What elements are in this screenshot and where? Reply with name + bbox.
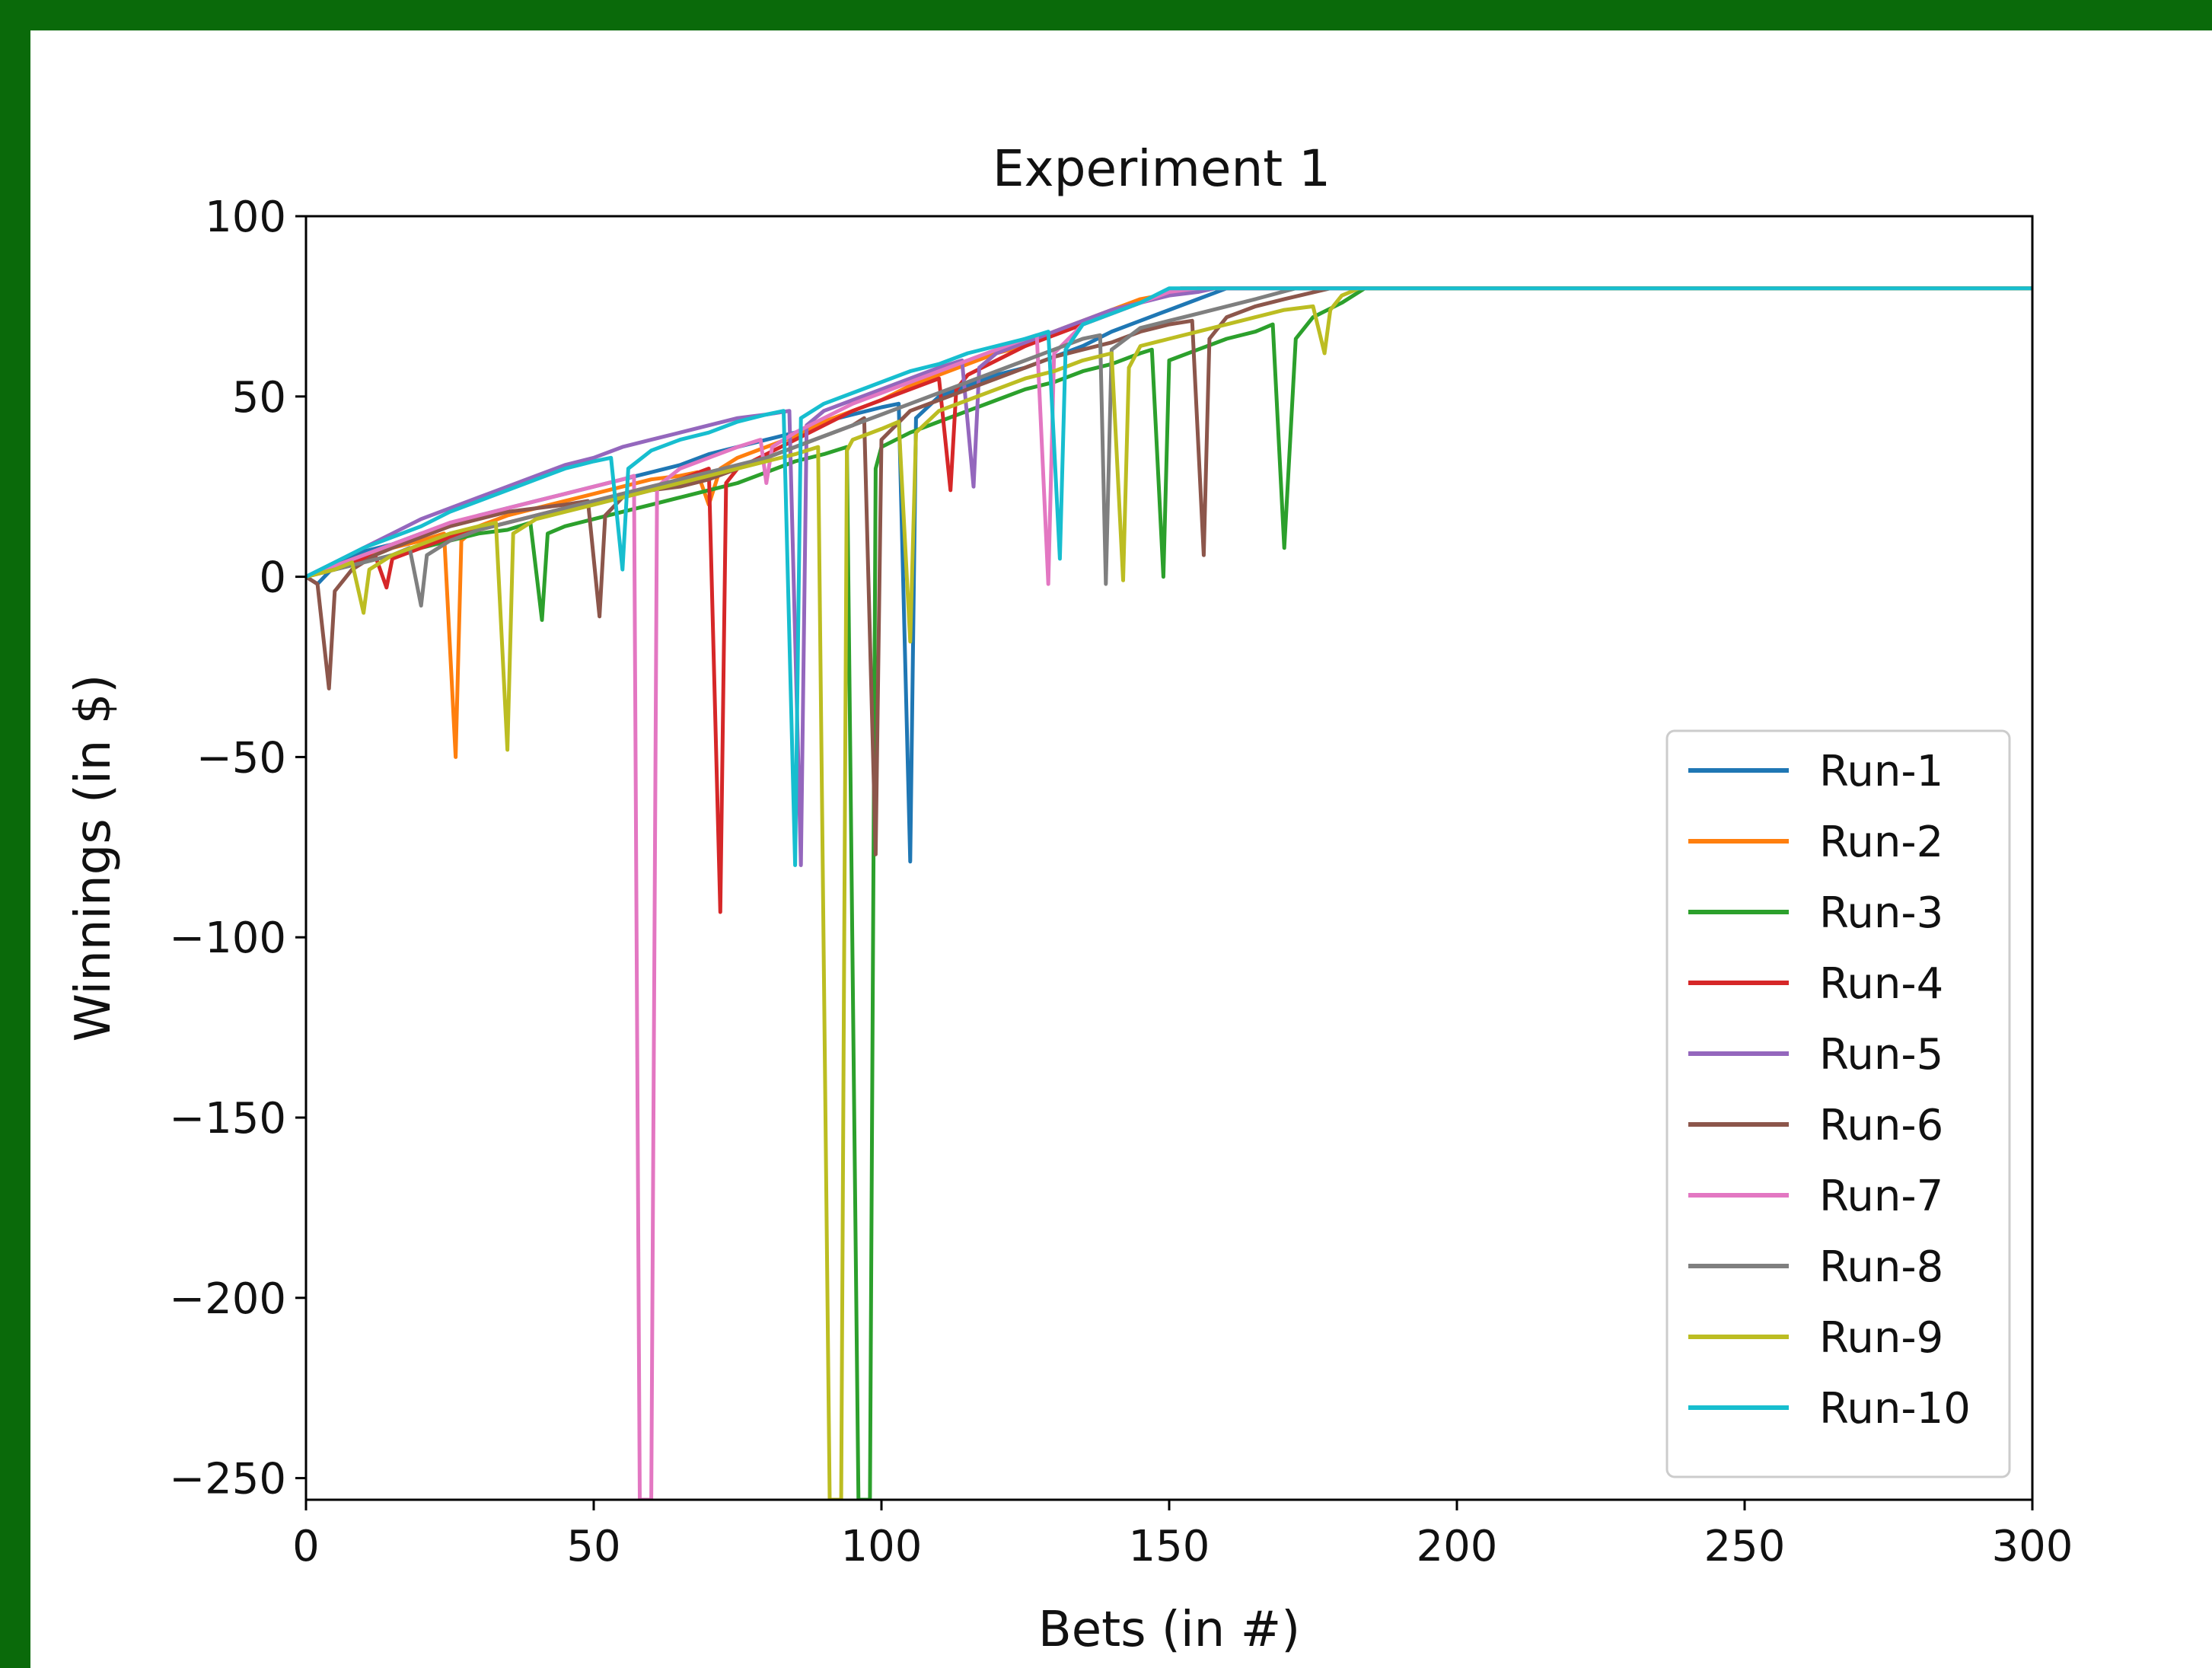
line-chart: 0 50 100 150 200 250 300 −250 −200 −150 −100 −50 0 5…	[65, 139, 2073, 1658]
series-line-run-9	[306, 286, 2032, 1500]
legend-entry: Run-6	[1688, 1101, 1943, 1150]
y-tick-label: −100	[169, 914, 286, 963]
legend-label: Run-8	[1819, 1242, 1943, 1292]
y-tick-label: −50	[196, 733, 286, 783]
legend-label: Run-1	[1819, 747, 1943, 796]
x-tick-label: 250	[1704, 1522, 1786, 1571]
legend-label: Run-7	[1819, 1172, 1943, 1221]
legend-entry: Run-7	[1688, 1172, 1943, 1221]
legend-label: Run-5	[1819, 1030, 1943, 1080]
legend-entry: Run-1	[1688, 747, 1943, 796]
series-line-run-8	[306, 286, 2032, 608]
y-tick-label: 0	[259, 553, 286, 603]
legend-label: Run-3	[1819, 888, 1943, 938]
x-tick-label: 150	[1129, 1522, 1210, 1571]
legend-label: Run-6	[1819, 1101, 1943, 1150]
x-axis: 0 50 100 150 200 250 300	[292, 1500, 2073, 1571]
legend-label: Run-4	[1819, 959, 1943, 1009]
x-tick-label: 200	[1417, 1522, 1498, 1571]
legend-label: Run-9	[1819, 1313, 1943, 1363]
x-tick-label: 50	[566, 1522, 620, 1571]
series-lines	[306, 286, 2032, 1500]
legend-entry: Run-5	[1688, 1030, 1943, 1080]
legend: Run-1 Run-2 Run-3 Run-4 Run-5 Run-6 Run-7 Run-8…	[1665, 729, 2011, 1478]
y-axis-label: Winnings (in $)	[65, 675, 122, 1042]
y-tick-label: −250	[169, 1455, 286, 1504]
y-tick-label: −150	[169, 1094, 286, 1143]
y-tick-label: 50	[232, 373, 286, 423]
legend-entry: Run-9	[1688, 1313, 1943, 1363]
legend-entry: Run-3	[1688, 888, 1943, 938]
x-axis-label: Bets (in #)	[1038, 1602, 1300, 1658]
legend-entry: Run-4	[1688, 959, 1943, 1009]
y-tick-label: −200	[169, 1274, 286, 1324]
legend-entry: Run-10	[1688, 1384, 1971, 1434]
chart-title: Experiment 1	[993, 139, 1331, 198]
legend-label: Run-2	[1819, 818, 1943, 867]
x-tick-label: 0	[292, 1522, 320, 1571]
legend-entry: Run-2	[1688, 818, 1943, 867]
legend-label: Run-10	[1819, 1384, 1971, 1434]
series-line-run-10	[306, 286, 2032, 867]
legend-box	[1665, 729, 2011, 1478]
x-tick-label: 300	[1992, 1522, 2073, 1571]
x-tick-label: 100	[841, 1522, 923, 1571]
legend-entry: Run-8	[1688, 1242, 1943, 1292]
series-line-run-5	[306, 286, 2032, 867]
y-tick-label: 100	[205, 193, 286, 242]
figure-canvas: 0 50 100 150 200 250 300 −250 −200 −150 −100 −50 0 5…	[30, 30, 2212, 1668]
y-axis: −250 −200 −150 −100 −50 0 50 100	[169, 193, 306, 1504]
